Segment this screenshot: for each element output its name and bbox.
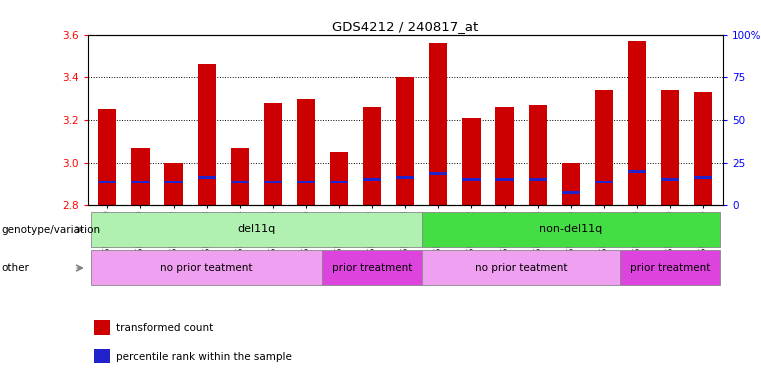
Bar [628,41,646,205]
Bar [98,109,116,205]
Text: prior treatment: prior treatment [332,263,412,273]
Text: no prior teatment: no prior teatment [475,263,567,273]
Bar [297,180,315,183]
Bar [363,107,381,205]
Text: percentile rank within the sample: percentile rank within the sample [116,352,292,362]
Bar [463,118,480,205]
Bar [422,212,720,247]
Bar [91,250,323,285]
Bar [231,180,249,183]
Bar [297,99,315,205]
Bar [528,179,546,181]
Bar [594,180,613,183]
Bar [429,43,447,205]
Bar [396,77,414,205]
Bar [132,180,150,183]
Text: genotype/variation: genotype/variation [2,225,100,235]
Bar [231,148,249,205]
Bar [330,180,348,183]
Bar [198,65,216,205]
Bar [661,90,679,205]
Bar [363,179,381,181]
Bar [495,107,514,205]
Bar [562,191,580,194]
Bar [198,176,216,179]
Text: no prior teatment: no prior teatment [161,263,253,273]
Bar [594,90,613,205]
Text: transformed count: transformed count [116,323,213,333]
Bar [264,103,282,205]
Bar [694,176,712,179]
Bar [94,349,110,363]
Bar [628,170,646,173]
Bar [463,179,480,181]
Bar [164,180,183,183]
Text: non-del11q: non-del11q [539,224,603,235]
Bar [422,250,620,285]
Text: prior treatment: prior treatment [630,263,710,273]
Text: del11q: del11q [237,224,275,235]
Bar [429,172,447,175]
Bar [694,92,712,205]
Title: GDS4212 / 240817_at: GDS4212 / 240817_at [332,20,479,33]
Bar [528,105,546,205]
Bar [98,180,116,183]
Bar [396,176,414,179]
Bar [330,152,348,205]
Bar [661,179,679,181]
Bar [264,180,282,183]
Bar [562,163,580,205]
Bar [495,179,514,181]
Bar [94,320,110,334]
Bar [323,250,422,285]
Bar [164,163,183,205]
Bar [132,148,150,205]
Bar [620,250,720,285]
Bar [91,212,422,247]
Text: other: other [2,263,30,273]
